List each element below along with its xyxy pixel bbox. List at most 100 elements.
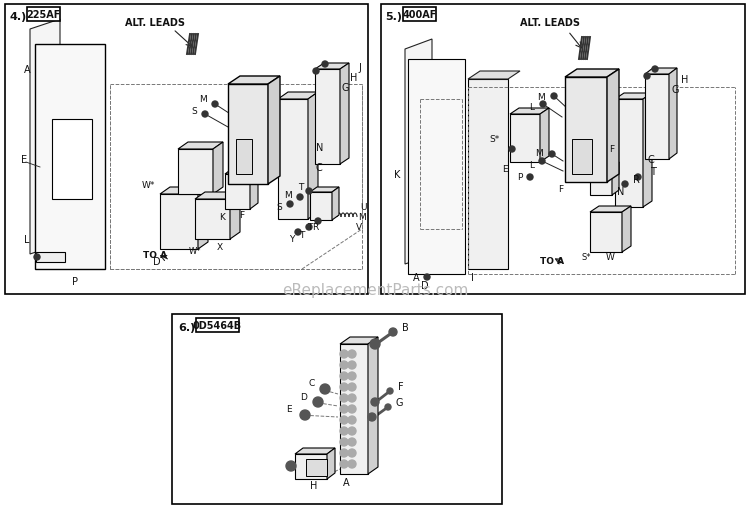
Text: A: A [413,272,419,282]
Text: H: H [681,75,688,85]
Circle shape [370,340,380,349]
Text: E: E [21,155,27,165]
Text: E: E [503,165,508,174]
Text: T: T [308,222,313,231]
Polygon shape [645,75,669,160]
Text: K: K [219,213,225,222]
Circle shape [340,405,348,413]
Circle shape [371,398,379,406]
Polygon shape [213,143,223,194]
Circle shape [340,372,348,380]
Polygon shape [195,192,240,200]
Circle shape [306,224,312,231]
Polygon shape [565,78,607,183]
Polygon shape [30,20,60,254]
Circle shape [340,416,348,424]
Circle shape [348,438,356,446]
Text: L: L [529,160,534,169]
Polygon shape [310,188,339,192]
Circle shape [644,74,650,80]
Circle shape [340,438,348,446]
Circle shape [348,427,356,435]
Text: U: U [360,203,367,212]
Text: V: V [356,223,362,232]
Text: N: N [316,143,323,153]
Text: J: J [358,63,361,73]
Text: ALT. LEADS: ALT. LEADS [520,18,580,28]
Polygon shape [315,64,349,70]
Text: T: T [299,230,304,239]
Circle shape [306,189,312,194]
Text: D: D [153,257,160,267]
Circle shape [287,202,293,208]
Text: C: C [647,155,654,165]
Text: 400AF: 400AF [402,10,436,20]
Polygon shape [332,188,339,220]
Text: M: M [358,213,366,222]
Text: C: C [309,378,315,387]
Text: A: A [343,477,350,487]
Polygon shape [225,175,250,210]
Polygon shape [230,192,240,240]
Polygon shape [510,115,540,163]
Bar [196,318,239,332]
Circle shape [389,328,397,336]
Bar [572,140,592,175]
Text: G: G [672,85,680,95]
Circle shape [424,274,430,280]
Text: S*: S* [581,253,591,262]
Text: F: F [609,145,614,154]
Text: I: I [470,272,473,282]
Text: M: M [536,148,543,157]
Circle shape [348,405,356,413]
Text: M: M [284,190,292,199]
Circle shape [527,175,533,181]
Circle shape [320,384,330,394]
Polygon shape [278,93,318,100]
Text: W*: W* [189,247,201,256]
Polygon shape [278,100,308,219]
Polygon shape [590,207,631,213]
Text: TO A: TO A [143,251,167,260]
Text: K: K [394,169,400,180]
Polygon shape [198,188,208,249]
Polygon shape [540,109,549,163]
Circle shape [652,67,658,73]
Polygon shape [268,77,280,185]
Text: A: A [24,65,30,75]
Bar [306,459,327,476]
Text: M: M [200,95,207,104]
Text: T: T [298,183,303,192]
Text: F: F [239,210,244,219]
Polygon shape [178,143,223,150]
Text: L: L [529,103,534,112]
Text: H: H [310,480,318,490]
Polygon shape [615,100,643,208]
Text: R: R [633,175,640,185]
Circle shape [539,159,545,165]
Circle shape [348,383,356,391]
Polygon shape [510,109,549,115]
Circle shape [509,147,515,153]
Text: N: N [617,187,624,196]
Bar [27,8,60,22]
Bar [36,252,65,263]
Polygon shape [160,194,198,249]
Polygon shape [405,40,432,265]
Text: C: C [316,163,322,173]
Circle shape [340,361,348,369]
Polygon shape [315,70,340,165]
Polygon shape [340,344,368,474]
Text: TO A: TO A [540,257,564,266]
Circle shape [340,383,348,391]
Circle shape [315,218,321,224]
Polygon shape [645,69,677,75]
Polygon shape [565,70,619,78]
Circle shape [635,175,641,181]
Polygon shape [615,94,652,100]
Circle shape [385,404,391,410]
Text: L: L [24,235,30,244]
Circle shape [313,397,323,407]
Circle shape [387,388,393,394]
Text: G: G [395,397,403,407]
